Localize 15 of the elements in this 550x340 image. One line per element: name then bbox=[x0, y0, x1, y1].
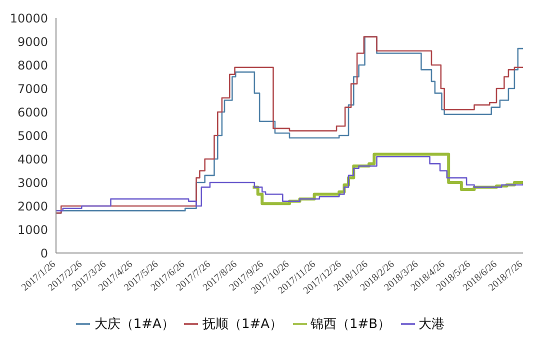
y-tick-label: 4000 bbox=[17, 152, 48, 166]
y-tick-label: 10000 bbox=[10, 11, 48, 26]
y-tick-label: 1000 bbox=[17, 222, 48, 237]
y-tick-label: 2000 bbox=[17, 199, 48, 214]
y-tick-label: 9000 bbox=[17, 34, 48, 49]
legend-label: 抚顺（1#A） bbox=[202, 317, 283, 332]
legend-label: 锦西（1#B） bbox=[310, 317, 391, 332]
legend-label: 大庆（1#A） bbox=[94, 317, 174, 332]
y-tick-label: 6000 bbox=[17, 105, 48, 120]
y-tick-label: 7000 bbox=[17, 82, 48, 96]
y-tick-label: 8000 bbox=[17, 58, 48, 72]
y-tick-label: 3000 bbox=[17, 176, 48, 190]
legend-label: 大港 bbox=[418, 317, 445, 332]
y-tick-label: 0 bbox=[40, 246, 48, 260]
y-tick-label: 5000 bbox=[17, 128, 48, 143]
